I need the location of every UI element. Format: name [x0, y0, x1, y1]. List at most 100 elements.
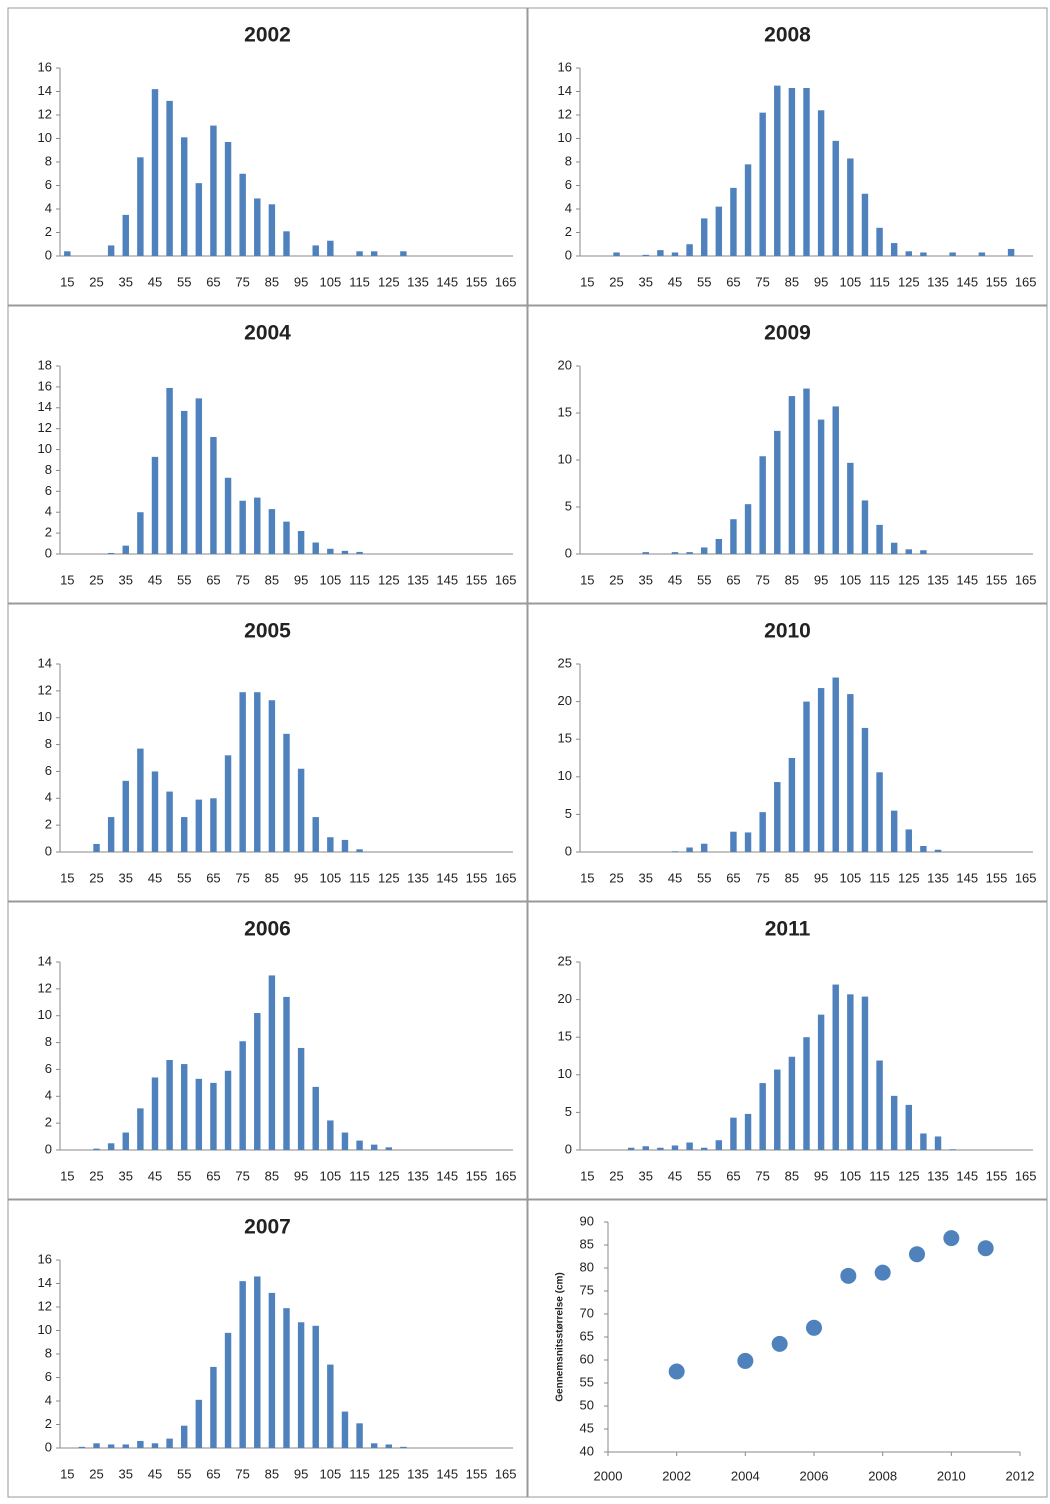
x-tick-label: 45 [148, 1466, 162, 1481]
y-tick-label: 12 [38, 420, 52, 435]
x-tick-label: 155 [466, 572, 488, 587]
bar [327, 240, 334, 256]
y-tick-label: 12 [38, 980, 52, 995]
y-tick-label: 16 [38, 59, 52, 74]
bar [657, 1147, 664, 1150]
x-tick-label: 2000 [594, 1468, 623, 1483]
x-tick-label: 45 [148, 870, 162, 885]
x-tick-label: 95 [814, 1168, 828, 1183]
bar [93, 843, 100, 852]
x-tick-label: 35 [639, 870, 653, 885]
x-tick-label: 55 [697, 274, 711, 289]
y-tick-label: 0 [45, 545, 52, 560]
bar [890, 542, 898, 554]
bar [934, 849, 942, 852]
y-tick-label: 4 [45, 200, 52, 215]
x-tick-label: 45 [148, 1168, 162, 1183]
bar [78, 1446, 86, 1448]
x-tick-label: 75 [755, 870, 769, 885]
y-tick-label: 15 [558, 731, 572, 746]
bar [327, 1120, 334, 1150]
x-tick-label: 15 [580, 572, 594, 587]
x-tick-label: 155 [986, 870, 1008, 885]
y-tick-label: 2 [45, 817, 52, 832]
bar [370, 1144, 378, 1150]
y-tick-label: 5 [565, 1104, 572, 1119]
bar [642, 1146, 649, 1150]
chart-title: 2004 [244, 322, 291, 345]
y-tick-label: 8 [45, 736, 52, 751]
x-tick-label: 145 [956, 572, 978, 587]
bar [151, 89, 159, 257]
bar [730, 187, 737, 256]
bar [239, 1281, 246, 1448]
x-tick-label: 95 [294, 870, 308, 885]
x-tick-label: 125 [378, 274, 400, 289]
x-tick-label: 35 [639, 1168, 653, 1183]
bar [224, 1070, 232, 1150]
y-tick-label: 6 [45, 1061, 52, 1076]
x-tick-label: 15 [60, 1168, 74, 1183]
y-tick-label: 25 [558, 953, 572, 968]
x-tick-label: 85 [265, 870, 279, 885]
x-tick-label: 45 [148, 572, 162, 587]
bar [327, 1364, 334, 1448]
bar [847, 462, 854, 554]
bar [297, 531, 305, 554]
bar [210, 1082, 217, 1150]
x-tick-label: 25 [89, 1168, 103, 1183]
x-tick-label: 35 [119, 1168, 133, 1183]
x-tick-label: 75 [235, 572, 249, 587]
bar [122, 780, 129, 852]
bar [93, 1443, 100, 1448]
bar [715, 538, 723, 554]
y-tick-label: 2 [45, 1416, 52, 1431]
x-tick-label: 65 [206, 572, 220, 587]
y-tick-label: 5 [565, 498, 572, 513]
y-tick-label: 65 [580, 1328, 594, 1343]
bar [210, 1366, 217, 1448]
y-tick-label: 4 [45, 1088, 52, 1103]
bar [254, 198, 261, 256]
y-tick-label: 10 [558, 1066, 572, 1081]
bar [356, 1423, 363, 1448]
x-tick-label: 15 [580, 274, 594, 289]
x-tick-label: 165 [495, 572, 517, 587]
x-tick-label: 45 [668, 870, 682, 885]
y-tick-label: 8 [45, 153, 52, 168]
x-tick-label: 55 [177, 274, 191, 289]
bar [151, 1077, 159, 1150]
y-tick-label: 55 [580, 1374, 594, 1389]
x-tick-label: 115 [869, 870, 890, 885]
chart-panel: 2007 0 2 4 6 8 10 12 14 16 15 25 35 45 55 65 75 85 95 105 11… [7, 1199, 528, 1498]
x-tick-label: 145 [436, 870, 458, 885]
x-tick-label: 115 [349, 572, 370, 587]
x-tick-label: 135 [927, 572, 949, 587]
y-axis-label: Gennemsnitsstørrelse (cm) [555, 1272, 566, 1402]
x-tick-label: 105 [319, 870, 341, 885]
bar [774, 85, 781, 256]
x-tick-label: 85 [265, 274, 279, 289]
x-tick-label: 95 [814, 274, 828, 289]
bar [642, 254, 649, 256]
x-tick-label: 135 [927, 870, 949, 885]
point [668, 1363, 685, 1380]
bar [905, 549, 913, 554]
bar [817, 110, 825, 256]
x-tick-label: 45 [668, 572, 682, 587]
bar [385, 1444, 393, 1448]
bar [686, 552, 693, 554]
point [840, 1267, 857, 1284]
bar [137, 512, 144, 554]
x-tick-label: 15 [60, 572, 74, 587]
bar [356, 1140, 363, 1150]
bar [686, 244, 693, 256]
point [771, 1335, 788, 1352]
bar [151, 456, 159, 554]
bar [949, 1149, 956, 1150]
point [806, 1319, 822, 1336]
x-tick-label: 155 [986, 274, 1008, 289]
x-tick-label: 25 [609, 274, 623, 289]
chart-panel: 2005 0 2 4 6 8 10 12 14 15 25 35 45 55 65 75 85 95 105 115 1… [7, 603, 528, 902]
x-tick-label: 105 [839, 274, 861, 289]
